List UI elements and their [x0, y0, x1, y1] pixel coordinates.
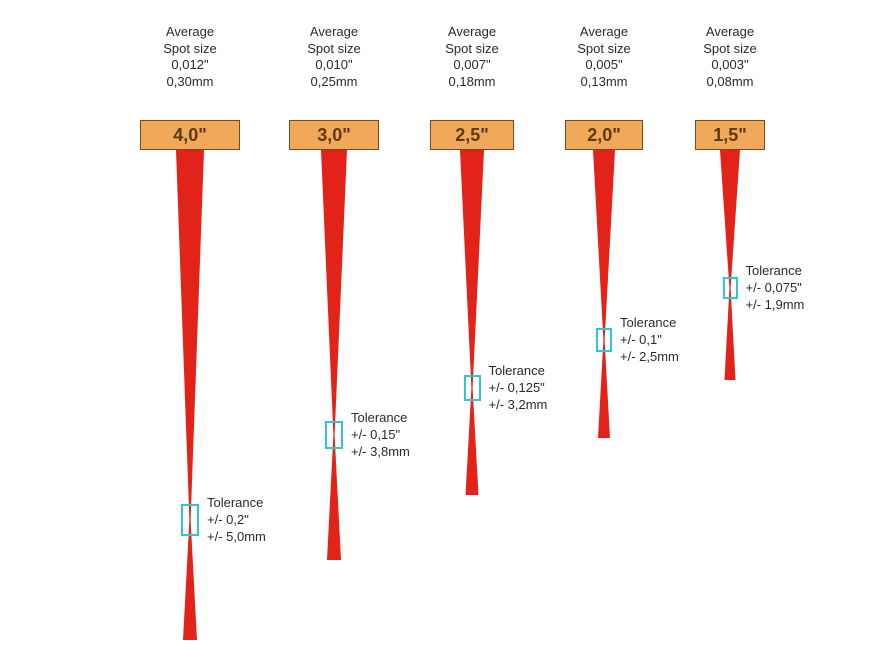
spot-size-label: Average Spot size0,005" 0,13mm — [534, 24, 674, 91]
laser-beam-icon — [591, 150, 617, 438]
tolerance-line3: +/- 2,5mm — [620, 349, 679, 364]
laser-beam-icon — [458, 150, 486, 495]
tolerance-line2: +/- 0,125" — [489, 380, 545, 395]
lens-bar: 1,5" — [695, 120, 765, 150]
tolerance-line3: +/- 3,2mm — [489, 397, 548, 412]
spot-line4: 0,08mm — [707, 74, 754, 89]
tolerance-line2: +/- 0,1" — [620, 332, 662, 347]
spot-line3: 0,005" — [585, 57, 622, 72]
tolerance-box-icon — [325, 421, 343, 449]
lens-bar: 2,5" — [430, 120, 514, 150]
spot-line2: Spot size — [703, 41, 756, 56]
spot-line1: Average — [580, 24, 628, 39]
spot-size-label: Average Spot size0,007" 0,18mm — [402, 24, 542, 91]
spot-size-label: Average Spot size0,010" 0,25mm — [264, 24, 404, 91]
tolerance-label: Tolerance +/- 0,15" +/- 3,8mm — [351, 409, 410, 460]
tolerance-line2: +/- 0,075" — [746, 280, 802, 295]
tolerance-box-icon — [464, 375, 481, 401]
tolerance-box-icon — [596, 328, 612, 352]
spot-line2: Spot size — [445, 41, 498, 56]
tolerance-label: Tolerance +/- 0,1" +/- 2,5mm — [620, 314, 679, 365]
laser-beam-icon — [718, 150, 742, 380]
laser-beam-icon — [319, 150, 349, 560]
spot-line2: Spot size — [163, 41, 216, 56]
spot-size-label: Average Spot size0,012" 0,30mm — [120, 24, 260, 91]
spot-line4: 0,13mm — [581, 74, 628, 89]
lens-bar: 2,0" — [565, 120, 643, 150]
spot-line4: 0,18mm — [449, 74, 496, 89]
tolerance-line1: Tolerance — [489, 363, 545, 378]
focal-length-label: 2,5" — [455, 125, 489, 145]
tolerance-line1: Tolerance — [207, 495, 263, 510]
spot-line3: 0,007" — [453, 57, 490, 72]
spot-line3: 0,010" — [315, 57, 352, 72]
spot-line1: Average — [448, 24, 496, 39]
tolerance-label: Tolerance +/- 0,125" +/- 3,2mm — [489, 362, 548, 413]
focal-length-label: 4,0" — [173, 125, 207, 145]
spot-line2: Spot size — [577, 41, 630, 56]
tolerance-line3: +/- 3,8mm — [351, 444, 410, 459]
tolerance-line1: Tolerance — [620, 315, 676, 330]
laser-beam-icon — [174, 150, 206, 640]
spot-line1: Average — [310, 24, 358, 39]
laser-focal-length-diagram: AverageSpot size0,012"0,30mm4,0"Toleranc… — [0, 0, 888, 649]
tolerance-box-icon — [181, 504, 199, 536]
focal-length-label: 2,0" — [587, 125, 621, 145]
spot-line4: 0,30mm — [167, 74, 214, 89]
tolerance-line1: Tolerance — [351, 410, 407, 425]
tolerance-label: Tolerance +/- 0,2" +/- 5,0mm — [207, 494, 266, 545]
spot-line3: 0,012" — [171, 57, 208, 72]
tolerance-line2: +/- 0,2" — [207, 512, 249, 527]
tolerance-line3: +/- 1,9mm — [746, 297, 805, 312]
tolerance-label: Tolerance +/- 0,075" +/- 1,9mm — [746, 262, 805, 313]
tolerance-line3: +/- 5,0mm — [207, 529, 266, 544]
spot-size-label: Average Spot size0,003" 0,08mm — [660, 24, 800, 91]
tolerance-box-icon — [723, 277, 738, 299]
focal-length-label: 3,0" — [317, 125, 351, 145]
lens-bar: 4,0" — [140, 120, 240, 150]
tolerance-line1: Tolerance — [746, 263, 802, 278]
spot-line1: Average — [706, 24, 754, 39]
tolerance-line2: +/- 0,15" — [351, 427, 400, 442]
lens-bar: 3,0" — [289, 120, 379, 150]
spot-line4: 0,25mm — [311, 74, 358, 89]
spot-line2: Spot size — [307, 41, 360, 56]
spot-line1: Average — [166, 24, 214, 39]
spot-line3: 0,003" — [711, 57, 748, 72]
focal-length-label: 1,5" — [713, 125, 747, 145]
